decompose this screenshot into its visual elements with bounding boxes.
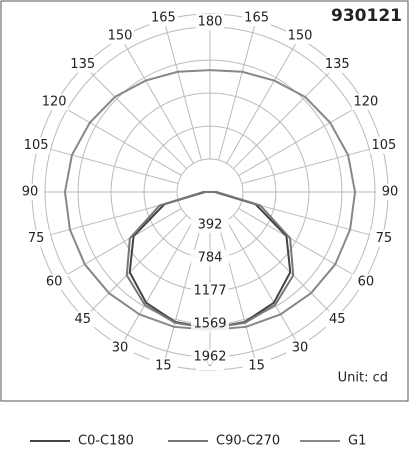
angle-label: 75: [28, 231, 45, 246]
legend-label: C0-C180: [78, 434, 134, 449]
frame: [0, 0, 409, 402]
angle-label: 150: [108, 29, 133, 44]
label-bg: [149, 357, 178, 374]
radial-label: 1962: [193, 349, 226, 364]
legend-label: G1: [348, 434, 366, 449]
angle-label: 120: [42, 95, 67, 110]
series-line: [209, 191, 295, 330]
series-line: [63, 69, 211, 331]
radial-label: 392: [198, 217, 223, 232]
label-bg: [22, 137, 51, 154]
angle-label: 15: [155, 358, 172, 373]
angle-label: 180: [198, 15, 223, 30]
spoke: [163, 19, 202, 161]
label-bg: [286, 28, 314, 45]
radial-label: 1177: [193, 283, 226, 298]
angle-label: 120: [353, 95, 378, 110]
label-bg: [40, 94, 69, 110]
label-bg: [323, 56, 352, 73]
angle-label: 165: [244, 11, 269, 26]
angle-label: 60: [46, 275, 63, 290]
label-bg: [149, 10, 178, 27]
spoke: [226, 37, 300, 164]
radial-label: 784: [198, 250, 223, 265]
label-bg: [68, 56, 97, 73]
spoke: [83, 65, 188, 170]
spoke: [55, 102, 182, 176]
angle-label: 105: [371, 138, 396, 153]
label-bg: [40, 274, 69, 290]
chart-title: 930121: [331, 6, 402, 26]
radial-label: 1569: [193, 316, 226, 331]
spoke: [218, 19, 257, 161]
angle-label: 90: [22, 185, 39, 200]
angle-label: 75: [376, 231, 393, 246]
label-bg: [191, 249, 229, 266]
angle-label: 60: [358, 275, 375, 290]
label-bg: [323, 311, 352, 328]
spoke: [241, 145, 383, 184]
spoke: [238, 102, 365, 176]
angle-label: 45: [74, 312, 91, 327]
spoke: [226, 220, 300, 347]
series-line: [125, 191, 211, 330]
label-bg: [191, 216, 229, 233]
spoke: [37, 145, 179, 184]
spoke: [83, 214, 188, 319]
label-bg: [369, 137, 398, 154]
spoke: [232, 214, 337, 319]
angle-label: 45: [329, 312, 346, 327]
angle-label: 30: [112, 340, 129, 355]
angle-label: 135: [70, 57, 95, 72]
spoke: [55, 208, 182, 282]
spoke: [37, 200, 179, 239]
legend-label: C90-C270: [216, 434, 280, 449]
spoke: [120, 220, 194, 347]
spoke: [238, 208, 365, 282]
label-bg: [242, 10, 271, 27]
angle-label: 15: [248, 358, 265, 373]
spoke: [163, 223, 202, 365]
spoke: [232, 65, 337, 170]
unit-label: Unit: cd: [338, 371, 388, 386]
label-bg: [106, 339, 134, 356]
label-bg: [351, 274, 380, 290]
label-bg: [351, 94, 380, 110]
spoke: [120, 37, 194, 164]
angle-label: 135: [325, 57, 350, 72]
spoke: [241, 200, 383, 239]
label-bg: [191, 315, 229, 332]
angle-label: 105: [24, 138, 49, 153]
label-bg: [16, 184, 44, 200]
label-bg: [22, 230, 51, 247]
label-bg: [191, 282, 229, 299]
label-bg: [286, 339, 314, 356]
angle-label: 30: [292, 340, 309, 355]
label-bg: [191, 348, 229, 365]
label-bg: [376, 184, 404, 200]
label-bg: [196, 14, 224, 30]
angle-label: 150: [288, 29, 313, 44]
series-line: [209, 69, 357, 331]
angle-label: 165: [151, 11, 176, 26]
angle-label: 90: [382, 185, 399, 200]
spoke: [218, 223, 257, 365]
label-bg: [106, 28, 134, 45]
label-bg: [242, 357, 271, 374]
label-bg: [369, 230, 398, 247]
label-bg: [68, 311, 97, 328]
